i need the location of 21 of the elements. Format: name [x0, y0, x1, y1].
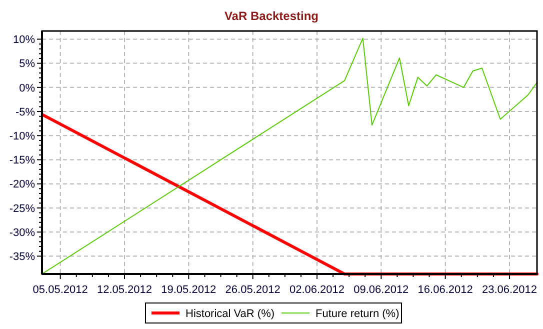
- y-tick-label: -30%: [9, 226, 36, 239]
- chart-title: VaR Backtesting: [224, 9, 319, 23]
- y-tick-label: 5%: [19, 58, 36, 70]
- x-tick-label: 16.06.2012: [418, 284, 473, 296]
- y-tick-label: 0%: [19, 82, 36, 94]
- x-tick-label: 05.05.2012: [32, 284, 88, 296]
- x-tick-label: 02.06.2012: [289, 284, 345, 296]
- y-tick-label: -5%: [15, 106, 36, 118]
- y-tick-label: 10%: [12, 34, 36, 46]
- x-tick-label: 23.06.2012: [482, 284, 538, 296]
- x-tick-label: 09.06.2012: [354, 284, 409, 296]
- y-tick-label: -35%: [9, 251, 36, 264]
- y-tick-label: -15%: [9, 154, 36, 167]
- legend-label: Historical VaR (%): [186, 308, 275, 320]
- y-tick-label: -10%: [9, 130, 36, 142]
- legend-label: Future return (%): [316, 308, 400, 320]
- x-tick-label: 26.05.2012: [225, 284, 280, 296]
- y-tick-label: -20%: [9, 178, 36, 191]
- x-tick-label: 12.05.2012: [96, 284, 152, 296]
- y-tick-label: -25%: [9, 202, 36, 215]
- x-tick-label: 19.05.2012: [161, 284, 216, 296]
